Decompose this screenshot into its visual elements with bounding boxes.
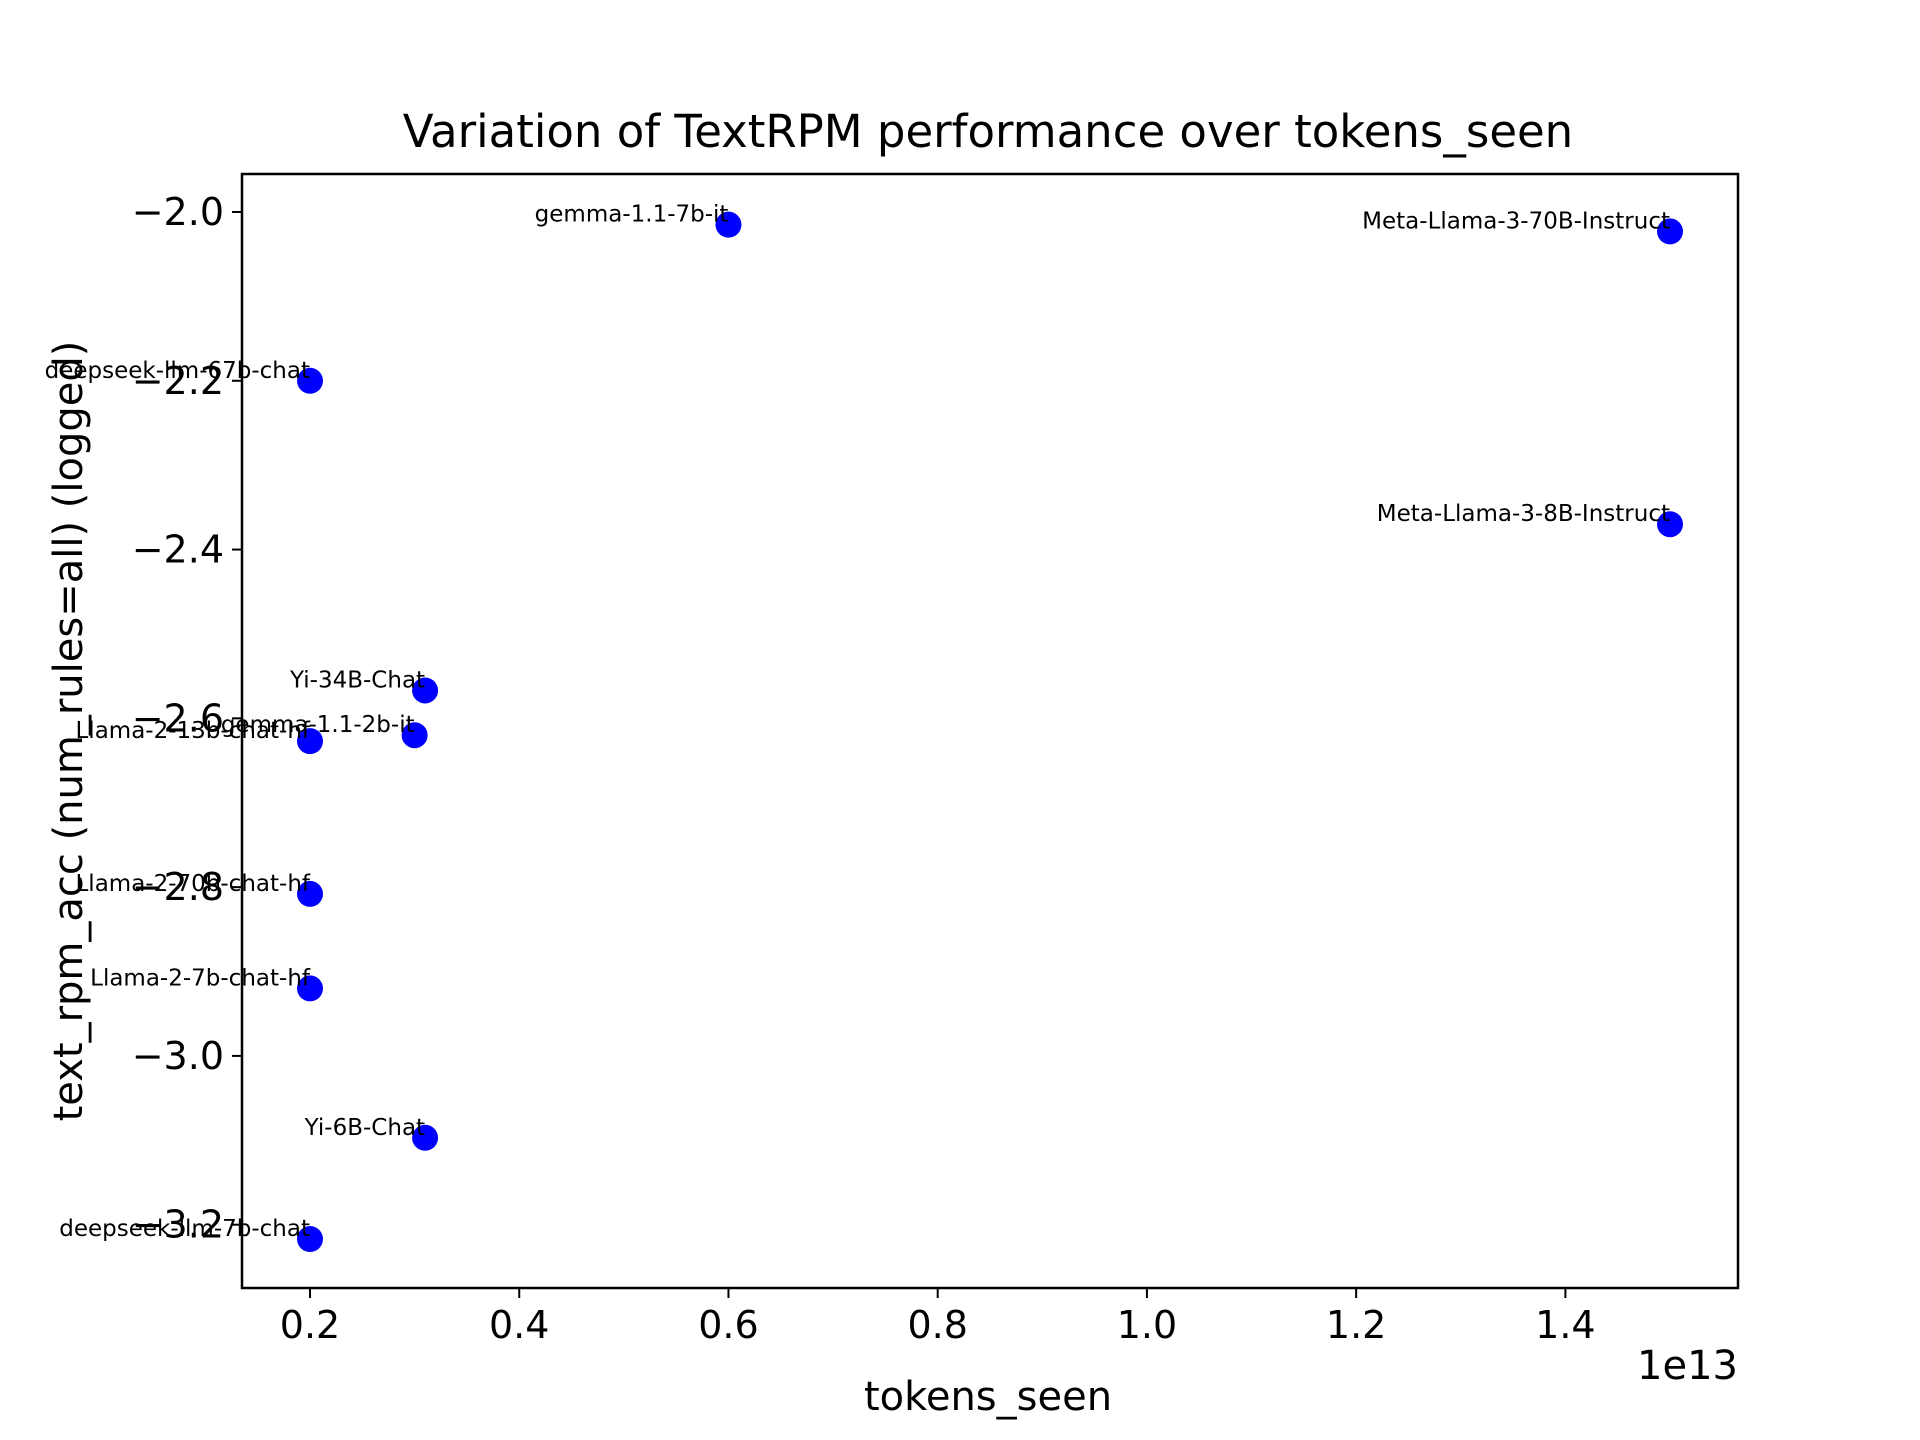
x-axis-offset-label: 1e13: [1637, 1343, 1738, 1389]
data-point-label: Yi-6B-Chat: [304, 1115, 425, 1141]
data-point-label: deepseek-llm-7b-chat: [59, 1216, 310, 1242]
data-point: [1657, 218, 1683, 245]
data-point-label: Yi-34B-Chat: [289, 667, 425, 693]
data-point: [715, 211, 742, 238]
axis-ticks: 0.2 0.4 0.6 0.8 1.0 1.2 1.4 −2.0 −2.2 −2.4 −2.6 −2.…: [132, 190, 1596, 1347]
data-point-label: Meta-Llama-3-70B-Instruct: [1362, 208, 1670, 234]
data-point: [297, 975, 323, 1002]
data-point: [297, 367, 323, 394]
y-tick-label: −2.4: [132, 528, 224, 572]
y-axis-label: text_rpm_acc (num_rules=all) (logged): [46, 341, 92, 1122]
data-point-label: Llama-2-13b-chat-hf: [75, 718, 310, 744]
chart-title: Variation of TextRPM performance over to…: [403, 105, 1573, 158]
data-point-label: deepseek-llm-67b-chat: [45, 358, 310, 384]
data-point: [297, 880, 323, 907]
y-tick-label: −3.2: [132, 1203, 224, 1247]
data-point-label: Llama-2-70b-chat-hf: [75, 871, 310, 897]
data-point-label: Llama-2-7b-chat-hf: [90, 965, 311, 991]
x-tick-label: 1.4: [1535, 1303, 1595, 1347]
plot-frame: [240, 172, 1740, 1290]
x-axis-label: tokens_seen: [864, 1374, 1112, 1420]
y-tick-label: −2.2: [132, 359, 224, 403]
data-point: [401, 722, 428, 749]
y-tick-label: −2.6: [132, 696, 224, 740]
data-point-label: gemma-1.1-2b-it: [221, 712, 415, 738]
data-point: [412, 677, 439, 704]
data-point: [297, 1226, 323, 1253]
data-point: [297, 728, 323, 755]
y-tick-label: −2.0: [132, 190, 224, 234]
x-tick-label: 0.8: [907, 1303, 967, 1347]
data-point-label: Meta-Llama-3-8B-Instruct: [1377, 501, 1670, 527]
data-points: [297, 211, 1683, 1253]
point-labels: gemma-1.1-7b-it Meta-Llama-3-70B-Instruct…: [45, 202, 1670, 1242]
data-point: [1657, 511, 1683, 538]
y-tick-label: −3.0: [132, 1034, 224, 1078]
x-tick-label: 1.0: [1117, 1303, 1177, 1347]
x-tick-label: 1.2: [1326, 1303, 1386, 1347]
x-tick-label: 0.6: [698, 1303, 758, 1347]
x-tick-label: 0.2: [280, 1303, 340, 1347]
data-point: [412, 1124, 439, 1151]
x-tick-label: 0.4: [489, 1303, 549, 1347]
y-tick-label: −2.8: [132, 865, 224, 909]
data-point-label: gemma-1.1-7b-it: [535, 202, 729, 228]
